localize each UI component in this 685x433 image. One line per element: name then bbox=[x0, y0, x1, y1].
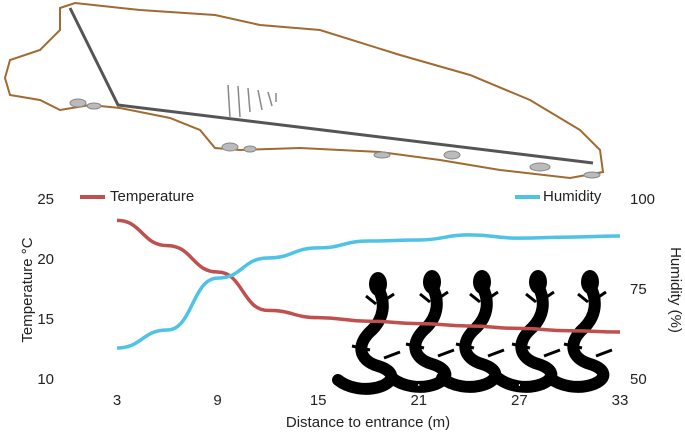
y2-tick-label: 50 bbox=[630, 371, 647, 388]
y-tick-label: 15 bbox=[37, 311, 54, 328]
series-line bbox=[116, 233, 621, 350]
x-tick-label: 15 bbox=[310, 392, 327, 409]
y2-axis-label: Humidity (%) bbox=[667, 247, 684, 333]
legend-label: Temperature bbox=[110, 188, 194, 205]
y2-tick-label: 100 bbox=[630, 191, 655, 208]
x-tick-label: 33 bbox=[612, 392, 629, 409]
series-line bbox=[116, 218, 621, 334]
x-tick-label: 21 bbox=[410, 392, 427, 409]
y2-tick-label: 75 bbox=[630, 281, 647, 298]
y-tick-label: 10 bbox=[37, 371, 54, 388]
y-tick-label: 20 bbox=[37, 251, 54, 268]
cave-diagram bbox=[3, 1, 605, 180]
y-tick-label: 25 bbox=[37, 191, 54, 208]
x-tick-label: 9 bbox=[213, 392, 221, 409]
legend-label: Humidity bbox=[543, 188, 602, 205]
x-axis-label: Distance to entrance (m) bbox=[286, 414, 450, 431]
x-tick-label: 27 bbox=[511, 392, 528, 409]
x-tick-label: 3 bbox=[113, 392, 121, 409]
y-axis-label: Temperature °C bbox=[19, 237, 36, 342]
